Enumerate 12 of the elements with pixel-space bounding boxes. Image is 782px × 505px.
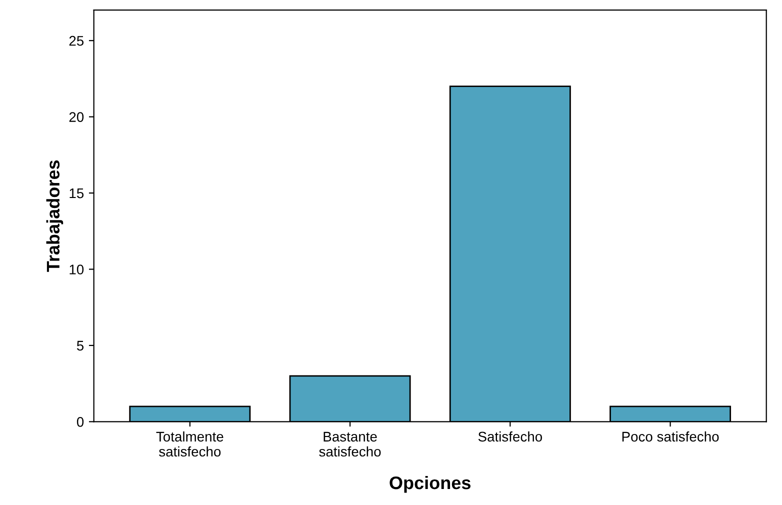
y-tick-label: 10 bbox=[70, 264, 84, 274]
x-tick-label: Totalmente satisfecho bbox=[156, 431, 224, 457]
y-tick-label: 0 bbox=[76, 417, 84, 427]
y-tick-label: 5 bbox=[76, 340, 84, 351]
x-tick-label: Poco satisfecho bbox=[622, 431, 719, 442]
x-tick-label: Satisfecho bbox=[478, 431, 542, 442]
y-tick-label: 20 bbox=[69, 112, 84, 122]
x-axis-title: Opciones bbox=[390, 476, 470, 493]
y-tick-label: 25 bbox=[69, 36, 84, 46]
y-tick-label: 15 bbox=[70, 188, 84, 198]
y-axis-title: Trabajadores bbox=[46, 160, 64, 272]
x-tick-label: Bastante satisfecho bbox=[319, 432, 381, 457]
